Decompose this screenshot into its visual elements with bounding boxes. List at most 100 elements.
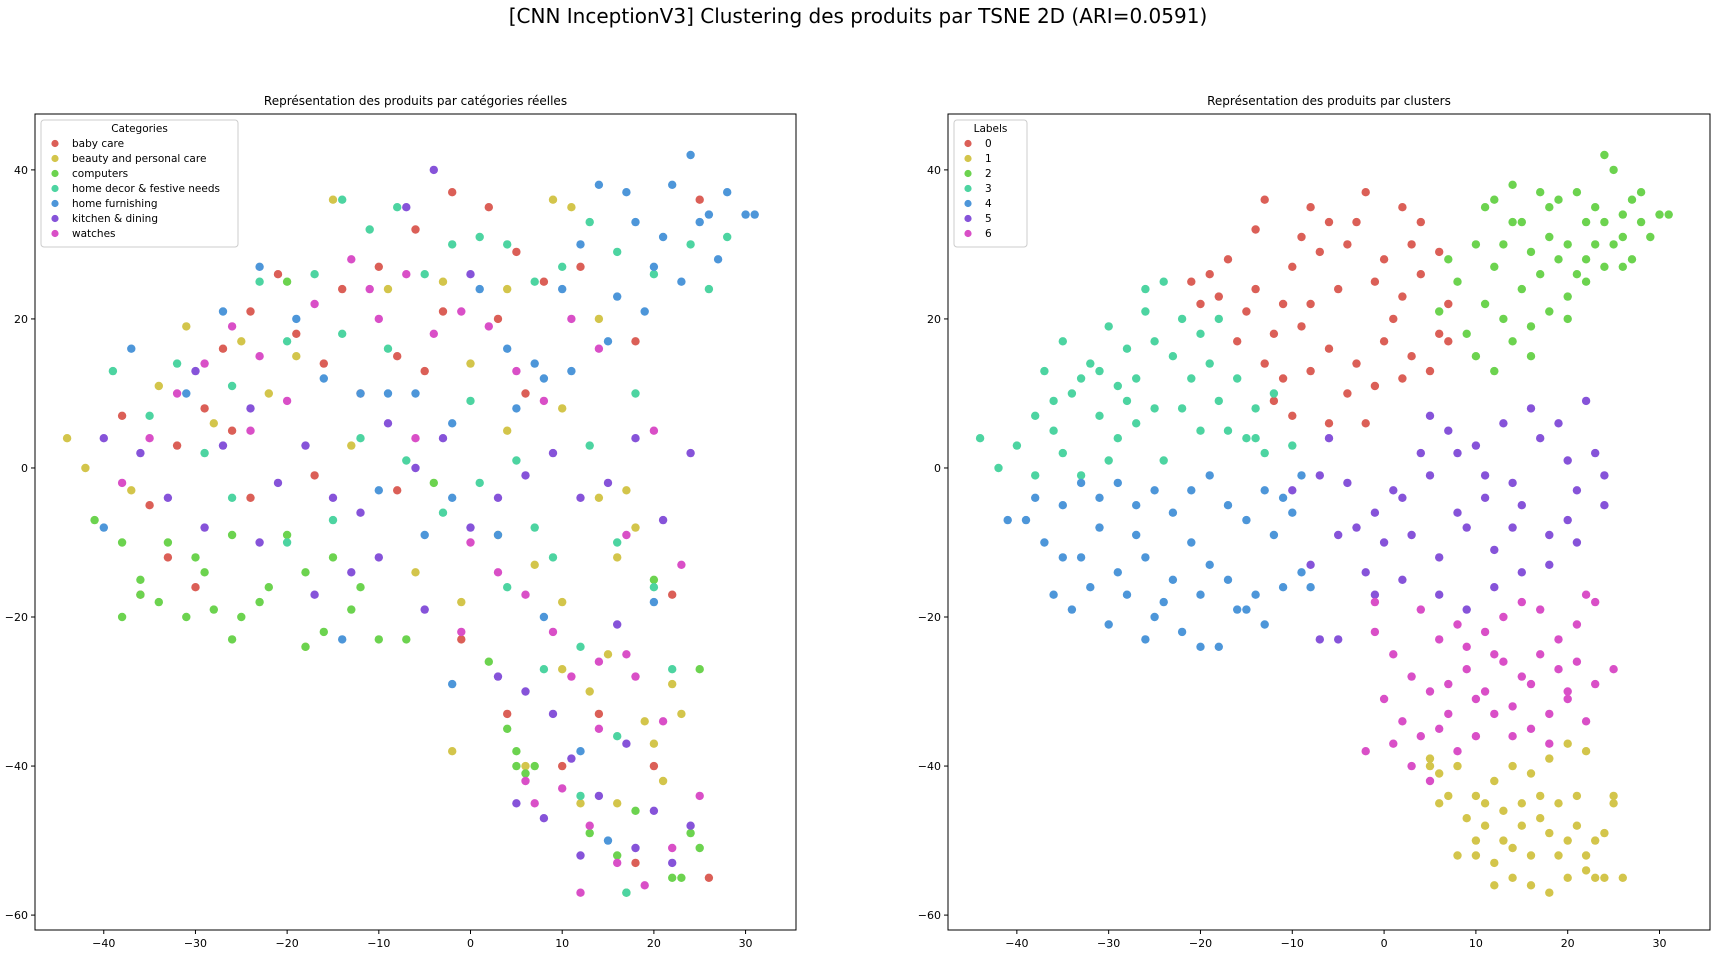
data-point [246,404,255,413]
data-point [1462,642,1471,651]
data-point [218,441,228,450]
data-point [374,486,383,495]
data-point [1591,873,1600,882]
data-point [613,292,622,301]
legend: Labels 0 1 2 3 4 5 6 [953,119,1028,248]
data-point [1591,597,1600,607]
data-point [594,709,604,719]
data-point [686,828,695,838]
data-point [191,366,200,376]
data-point [613,247,622,257]
data-point [209,419,218,428]
data-point [1554,255,1563,264]
y-tick-label: −40 [5,760,28,773]
data-point [622,739,631,748]
data-point [1370,590,1380,599]
data-point [448,493,457,502]
data-point [347,255,356,264]
data-point [1269,530,1279,540]
scatter-points [62,150,759,897]
legend-marker [964,199,972,208]
data-point [640,881,649,890]
legend-marker [964,139,972,148]
data-point [1122,590,1132,599]
data-point [1141,307,1150,316]
data-point [640,307,649,316]
data-point [1499,419,1508,428]
data-point [1526,322,1536,331]
y-tick-label: −60 [918,909,941,922]
data-point [1141,635,1150,644]
data-point [1636,217,1646,227]
data-point [613,858,622,868]
data-point [282,530,292,540]
data-point [1379,255,1389,264]
data-point [1435,769,1444,778]
data-point [1288,411,1297,420]
data-point [1196,642,1205,651]
data-point [1361,419,1370,428]
data-point [585,821,594,830]
data-point [512,404,521,413]
legend-entry: 6 [985,228,992,240]
data-point [1545,888,1554,897]
data-point [1600,471,1609,480]
data-point [182,389,191,398]
data-point [576,791,585,801]
data-point [108,366,118,376]
data-point [1370,508,1380,517]
data-point [1416,217,1426,227]
data-point [567,366,576,376]
data-point [209,605,218,614]
data-point [631,389,640,398]
data-point [1177,404,1187,413]
data-point [668,665,677,674]
data-point [622,486,631,495]
data-point [594,314,604,324]
data-point [1379,538,1389,547]
data-point [1499,240,1508,249]
data-point [512,247,521,257]
data-point [649,262,659,271]
data-point [301,642,310,651]
data-point [1049,590,1058,599]
data-point [649,739,659,748]
data-point [1581,590,1591,599]
data-point [567,754,576,763]
data-point [282,396,292,406]
data-point [411,568,420,577]
data-point [338,635,347,644]
data-point [622,888,631,897]
data-point [1581,217,1591,227]
data-point [1177,314,1187,324]
data-point [1490,195,1499,204]
data-point [658,232,668,242]
data-point [1196,329,1205,338]
data-point [328,195,338,204]
data-point [1407,530,1416,540]
data-point [356,583,365,592]
data-point [1480,627,1490,637]
data-point [521,776,530,786]
legend-marker [51,184,59,193]
data-point [191,553,200,562]
x-tick-label: 10 [1469,937,1483,950]
data-point [1563,456,1572,465]
data-point [466,396,475,406]
data-point [264,389,273,398]
data-point [1563,240,1572,249]
data-point [704,284,714,294]
data-point [1040,366,1049,376]
data-point [1242,434,1251,443]
data-point [649,583,659,592]
data-point [576,493,585,502]
data-point [1453,508,1462,517]
data-point [1517,821,1527,830]
data-point [1471,836,1481,845]
legend-title: Categories [111,123,168,135]
data-point [1572,270,1582,279]
x-tick-label: −40 [92,937,115,950]
data-point [1444,426,1453,435]
data-point [1407,761,1416,771]
